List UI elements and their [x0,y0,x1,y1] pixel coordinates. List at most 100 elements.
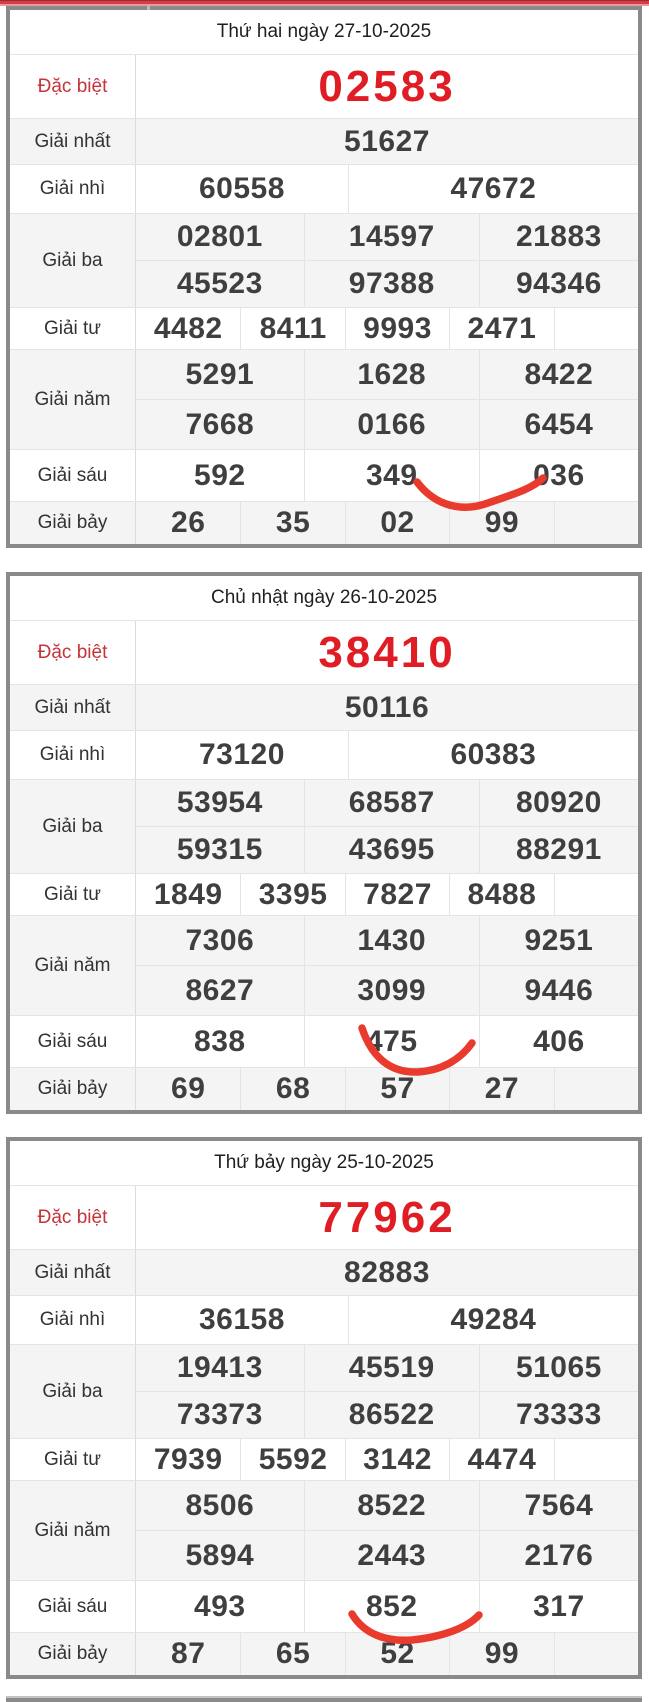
prize-label-fifth: Giải năm [10,350,136,449]
prize-value: 349 [303,450,479,501]
prize-value: 73333 [478,1392,638,1438]
prize-value: 27 [449,1068,553,1110]
prize-label-seventh: Giải bảy [10,502,136,544]
prize-row-fourth: Giải tư 7939 5592 3142 4474 [10,1438,638,1480]
prize-value: 592 [194,458,246,492]
prize-row-sixth: Giải sáu 592 349 036 [10,449,638,501]
prize-value: 60383 [347,731,638,779]
prize-row-sixth: Giải sáu 493 852 317 [10,1580,638,1632]
prize-row-fifth: Giải năm 7306 1430 9251 8627 3099 9446 [10,915,638,1015]
prize-value: 4474 [449,1439,553,1480]
prize-value: 2443 [303,1531,479,1580]
prize-value: 88291 [478,827,638,873]
prize-value: 94346 [478,261,638,307]
prize-value: 7668 [185,407,255,441]
draw-date: Chủ nhật ngày 26-10-2025 [210,587,438,608]
special-prize-value: 77962 [318,1192,456,1242]
prize-value: 4482 [153,311,223,345]
empty-cell [553,1068,638,1110]
prize-row-first: Giải nhất 50116 [10,684,638,730]
prize-value: 1430 [303,916,479,965]
prize-label-fourth: Giải tư [10,1439,136,1480]
prize-value: 14597 [303,214,479,260]
prize-label-sixth: Giải sáu [10,1581,136,1632]
prize-label-first: Giải nhất [10,1250,136,1295]
special-prize-value: 38410 [318,627,456,677]
prize-value: 8522 [303,1481,479,1530]
prize-value: 8488 [449,874,553,915]
prize-row-seventh: Giải bảy 69 68 57 27 [10,1067,638,1110]
prize-value: 60558 [198,172,285,205]
prize-value: 2471 [449,308,553,349]
prize-label-special: Đặc biệt [10,621,136,684]
draw-date: Thứ hai ngày 27-10-2025 [216,21,432,42]
prize-value: 1849 [153,877,223,911]
prize-value: 02 [344,502,449,544]
prize-label-third: Giải ba [10,214,136,307]
prize-value: 7827 [344,874,449,915]
prize-value: 838 [194,1024,246,1058]
prize-label-fifth: Giải năm [10,916,136,1015]
empty-cell [553,1633,638,1675]
prize-value: 9446 [478,966,638,1015]
prize-value: 99 [449,1633,553,1675]
prize-value: 51065 [478,1345,638,1391]
prize-value: 52 [344,1633,449,1675]
prize-value: 35 [240,502,344,544]
prize-value: 21883 [478,214,638,260]
prize-value: 9251 [478,916,638,965]
prize-value: 49284 [347,1296,638,1344]
prize-value: 3395 [240,874,344,915]
prize-label-first: Giải nhất [10,685,136,730]
prize-row-special: Đặc biệt 38410 [10,620,638,684]
special-prize-value: 02583 [318,61,456,111]
prize-label-second: Giải nhì [10,1296,136,1344]
prize-value: 8627 [185,973,255,1007]
prize-row-second: Giải nhì 60558 47672 [10,164,638,213]
prize-value: 7306 [185,923,255,957]
table-header: Thứ bảy ngày 25-10-2025 [10,1141,638,1185]
prize-value: 80920 [478,780,638,826]
prize-value: 2176 [478,1531,638,1580]
prize-value: 5291 [185,357,255,391]
prize-value: 87 [171,1637,206,1670]
prize-value: 47672 [347,165,638,213]
prize-label-fourth: Giải tư [10,874,136,915]
prize-value: 73120 [198,738,285,771]
prize-value: 68 [240,1068,344,1110]
prize-value: 50116 [344,690,430,724]
prize-value: 8506 [185,1488,255,1522]
prize-label-third: Giải ba [10,1345,136,1438]
prize-row-sixth: Giải sáu 838 475 406 [10,1015,638,1067]
prize-label-second: Giải nhì [10,731,136,779]
prize-value: 02801 [176,220,263,253]
prize-value: 59315 [176,833,263,866]
empty-cell [553,308,638,349]
empty-cell [553,1439,638,1480]
prize-row-seventh: Giải bảy 87 65 52 99 [10,1632,638,1675]
empty-cell [553,874,638,915]
prize-value: 45523 [176,267,263,300]
draw-date: Thứ bảy ngày 25-10-2025 [214,1152,434,1173]
prize-value: 26 [171,506,206,539]
prize-row-first: Giải nhất 82883 [10,1249,638,1295]
prize-label-sixth: Giải sáu [10,450,136,501]
prize-value: 8411 [240,308,344,349]
prize-value: 1628 [303,350,479,399]
prize-value: 99 [449,502,553,544]
results-table-monday: Thứ hai ngày 27-10-2025 Đặc biệt 02583 G… [6,6,642,548]
prize-value: 406 [478,1016,638,1067]
prize-label-special: Đặc biệt [10,55,136,118]
prize-value: 57 [344,1068,449,1110]
top-red-bar [0,0,649,6]
results-table-saturday: Thứ bảy ngày 25-10-2025 Đặc biệt 77962 G… [6,1137,642,1679]
prize-label-third: Giải ba [10,780,136,873]
prize-value: 7939 [153,1442,223,1476]
prize-value: 51627 [344,124,430,158]
prize-value: 82883 [344,1255,430,1289]
prize-value: 3142 [344,1439,449,1480]
prize-row-special: Đặc biệt 02583 [10,54,638,118]
prize-value: 852 [303,1581,479,1632]
prize-label-first: Giải nhất [10,119,136,164]
